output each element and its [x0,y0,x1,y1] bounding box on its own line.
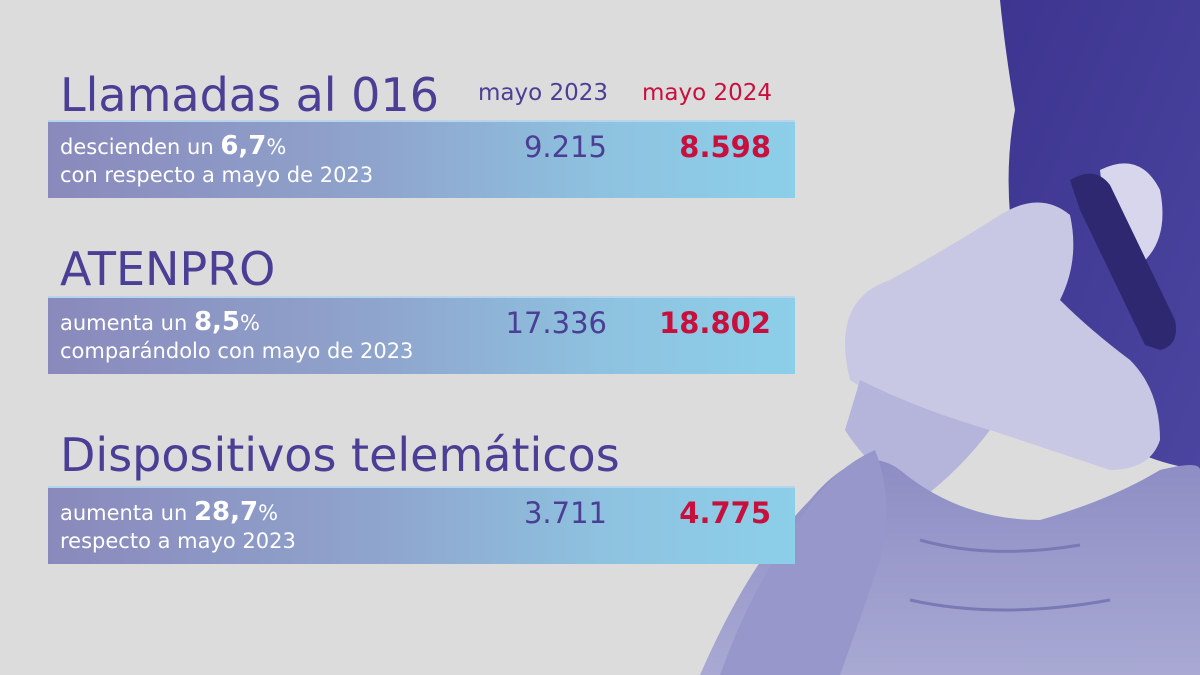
section-title-llamadas: Llamadas al 016 [60,68,439,122]
desc-prefix: descienden un [60,135,221,159]
desc-prefix: aumenta un [60,311,194,335]
pct-value: 8,5 [193,307,240,337]
value-2023: 3.711 [523,496,607,530]
desc-line2: con respecto a mayo de 2023 [60,163,374,187]
stat-bar-dispositivos: aumenta un 28,7% respecto a mayo 2023 3.… [48,486,795,564]
pct-sign: % [258,501,279,525]
section-title-dispositivos: Dispositivos telemáticos [60,428,620,482]
desc-prefix: aumenta un [60,501,194,525]
stat-bar-llamadas: descienden un 6,7% con respecto a mayo d… [48,120,795,198]
column-header-2023: mayo 2023 [477,80,608,106]
desc-line2: respecto a mayo 2023 [60,529,296,553]
stat-description: aumenta un 8,5% comparándolo con mayo de… [60,308,413,365]
desc-line2: comparándolo con mayo de 2023 [60,339,414,363]
pct-sign: % [266,135,287,159]
value-2024: 4.775 [679,496,771,530]
stat-description: aumenta un 28,7% respecto a mayo 2023 [60,498,296,555]
pct-value: 28,7 [193,497,259,527]
column-header-2024: mayo 2024 [641,80,772,106]
stat-bar-atenpro: aumenta un 8,5% comparándolo con mayo de… [48,296,795,374]
section-title-atenpro: ATENPRO [60,242,276,296]
woman-on-phone-photo [660,0,1200,675]
value-2023: 9.215 [523,130,607,164]
value-2024: 8.598 [679,130,771,164]
stat-description: descienden un 6,7% con respecto a mayo d… [60,132,373,189]
value-2024: 18.802 [659,306,771,340]
pct-sign: % [240,311,260,335]
pct-value: 6,7 [220,131,267,161]
value-2023: 17.336 [505,306,607,340]
